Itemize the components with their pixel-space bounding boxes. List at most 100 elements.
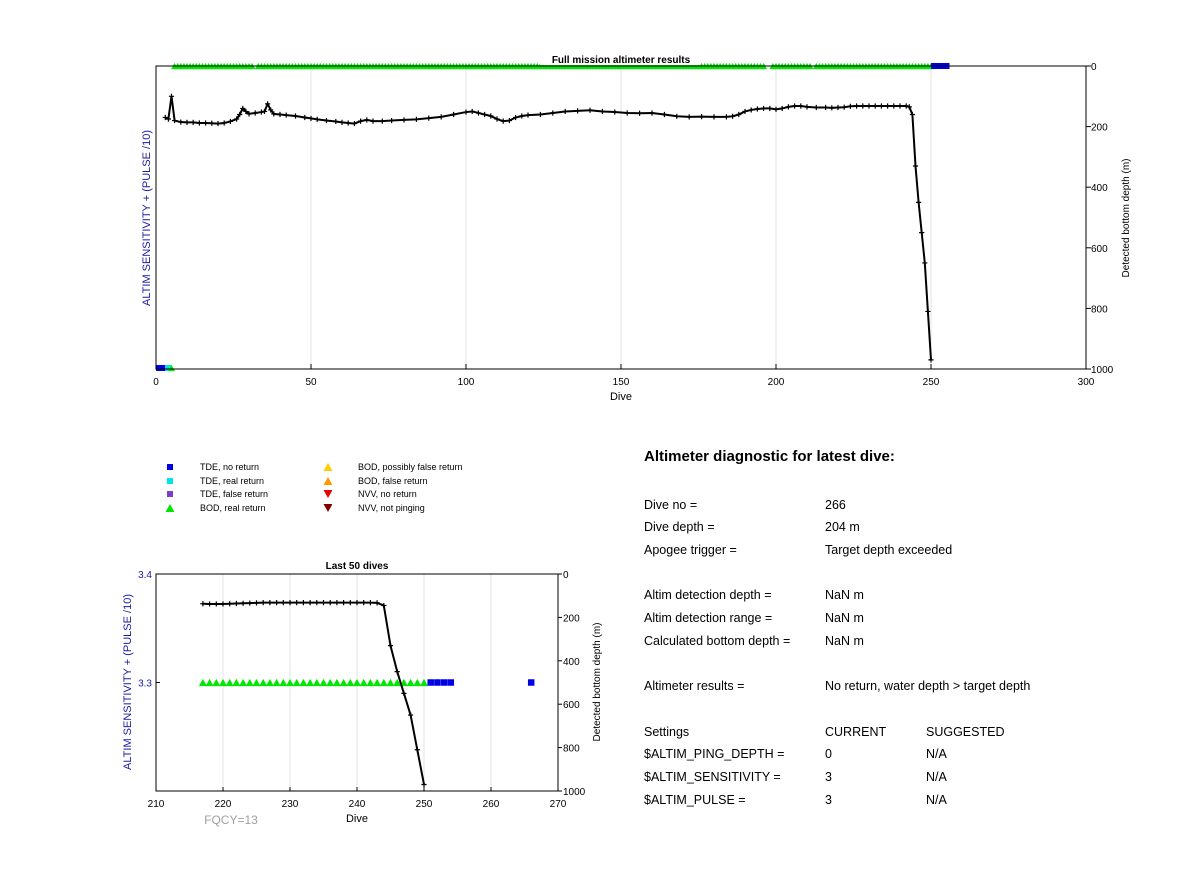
y-tick-label: 3.4 (138, 570, 152, 581)
depth-point (162, 114, 168, 121)
depth-point (207, 601, 213, 607)
depth-point (387, 643, 394, 649)
depth-point (261, 108, 268, 115)
settings-header-suggested: SUGGESTED (926, 725, 1005, 739)
depth-point (482, 111, 488, 118)
legend-square-icon (167, 491, 173, 497)
depth-point (364, 117, 370, 123)
setting-row-ping-depth: $ALTIM_PING_DEPTH = 0 N/A (644, 747, 1164, 765)
last-50-dives-chart: Last 50 dives 210 220 230 240 250 260 270 3.33… (122, 561, 603, 827)
depth-point (302, 114, 308, 121)
depth-point (562, 108, 568, 115)
depth-point (804, 104, 810, 110)
altimeter-diagnostic-panel: Altimeter diagnostic for latest dive: Di… (644, 448, 1164, 828)
top-right-ticks: 0 200 400 600 800 1000 (1086, 62, 1114, 376)
depth-point (494, 116, 500, 122)
bod-real-return-marker (420, 678, 428, 687)
setting-name: $ALTIM_SENSITIVITY = (644, 770, 781, 784)
depth-point (381, 602, 387, 609)
depth-point (823, 104, 829, 111)
depth-point (912, 163, 919, 169)
legend-label: NVV, no return (358, 489, 417, 499)
depth-point (761, 105, 767, 112)
depth-point (928, 357, 934, 363)
depth-point (209, 120, 215, 126)
depth-point (925, 308, 931, 315)
x-tick-label: 230 (282, 799, 299, 810)
depth-point (754, 106, 760, 112)
diag-value: NaN m (825, 588, 864, 602)
legend-triangle-down-icon (323, 489, 332, 499)
x-tick-label: 100 (458, 377, 475, 388)
top-title-bg (540, 53, 700, 65)
depth-point (379, 118, 385, 124)
top-depth-line (164, 96, 932, 360)
depth-point (351, 120, 357, 127)
legend-marker (167, 477, 173, 484)
legend-label: TDE, real return (200, 475, 265, 486)
depth-point (463, 109, 469, 115)
legend-marker (167, 464, 173, 470)
setting-suggested: N/A (926, 770, 947, 784)
depth-point (401, 117, 407, 123)
bod-real-return-marker (292, 678, 301, 687)
bod-real-return-marker (386, 678, 395, 687)
bottom-y-label: ALTIM SENSITIVITY + (PULSE /10) (122, 594, 134, 770)
depth-point (891, 103, 897, 109)
depth-point (906, 104, 912, 110)
depth-point (414, 747, 420, 753)
setting-suggested: N/A (926, 793, 947, 807)
legend-label: BOD, possibly false return (358, 462, 463, 472)
setting-current: 3 (825, 770, 832, 784)
depth-point (909, 111, 915, 118)
diag-value: Target depth exceeded (825, 543, 953, 557)
depth-point (277, 111, 283, 118)
legend-square-icon (167, 464, 173, 470)
bottom-chart-title: Last 50 dives (326, 561, 389, 572)
depth-point (469, 108, 475, 115)
setting-name: $ALTIM_PING_DEPTH = (644, 747, 785, 761)
depth-point (345, 120, 351, 126)
depth-point (779, 105, 785, 112)
depth-point (711, 114, 717, 120)
depth-point (500, 118, 506, 124)
bottom-y2-label: Detected bottom depth (m) (592, 623, 603, 742)
depth-point (723, 114, 729, 120)
tde-marker (159, 365, 166, 371)
depth-point (221, 120, 227, 126)
tde-no-return-marker (440, 679, 448, 686)
depth-point (227, 601, 233, 607)
bod-real-return-marker (232, 678, 241, 687)
y2-tick-label: 400 (1091, 183, 1108, 194)
legend-triangle-up-icon (323, 476, 332, 485)
bottom-right-ticks: 0 200 400 600 800 1000 (558, 570, 586, 798)
settings-header-row: Settings CURRENT SUGGESTED (644, 725, 1164, 743)
depth-point (488, 113, 494, 119)
depth-point (327, 600, 333, 606)
depth-point (773, 106, 779, 112)
bod-real-return-marker (219, 678, 227, 687)
diag-row-dive-depth: Dive depth = 204 m (644, 520, 1164, 538)
bod-real-return-marker (239, 678, 248, 687)
setting-row-sensitivity: $ALTIM_SENSITIVITY = 3 N/A (644, 770, 1164, 788)
depth-point (730, 113, 736, 119)
depth-point (308, 115, 314, 122)
depth-point (280, 600, 286, 606)
bottom-depth-points (200, 600, 427, 788)
depth-point (916, 199, 922, 205)
depth-point (314, 600, 320, 606)
bod-real-return-marker (299, 678, 308, 687)
legend-marker (323, 462, 332, 472)
legend-triangle-down-icon (323, 503, 332, 512)
diag-row-bottom-depth: Calculated bottom depth = NaN m (644, 634, 1164, 652)
tde-marker (156, 365, 163, 371)
depth-point (227, 118, 233, 125)
depth-point (413, 116, 419, 122)
full-mission-chart: Full mission altimeter results 0 50 100 150… (141, 53, 1132, 403)
depth-point (260, 600, 266, 606)
diag-label: Calculated bottom depth = (644, 634, 791, 648)
depth-point (190, 119, 196, 125)
tde-no-return-marker (447, 679, 455, 686)
depth-point (271, 111, 277, 117)
depth-point (287, 600, 293, 606)
